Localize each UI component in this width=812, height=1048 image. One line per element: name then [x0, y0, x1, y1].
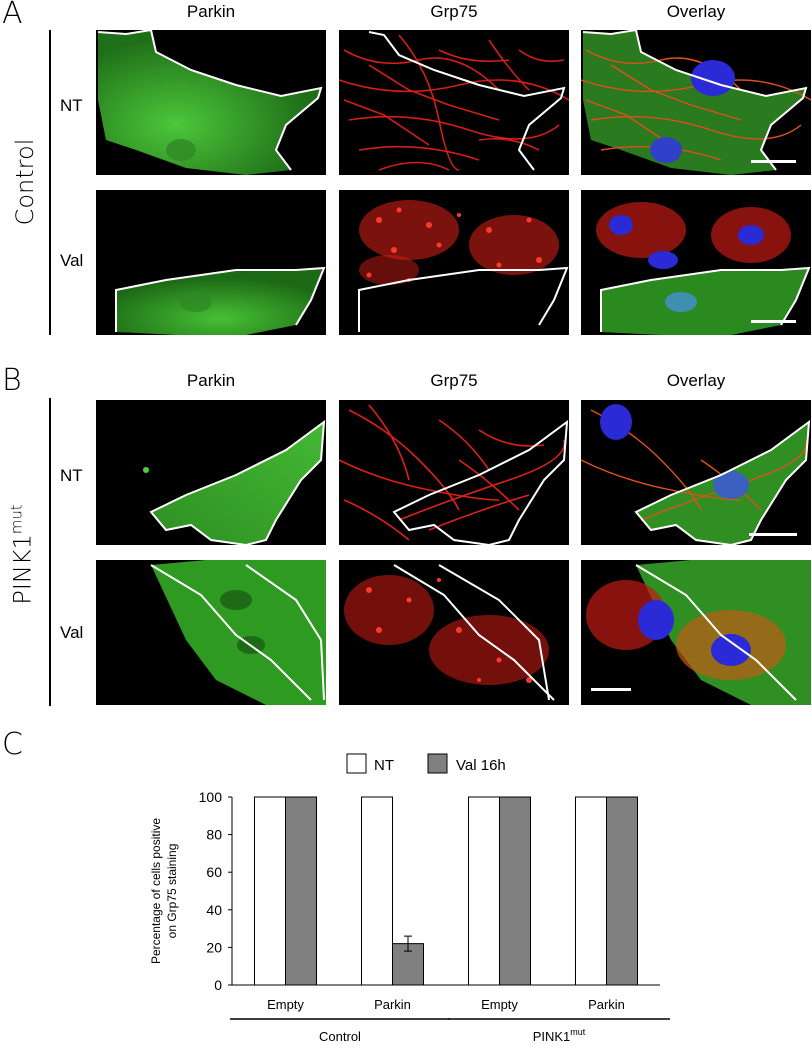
bar-nt-1	[361, 796, 393, 986]
image-a-nt-parkin	[96, 30, 326, 175]
image-b-val-parkin	[96, 560, 326, 705]
col-header-overlay-a: Overlay	[666, 2, 726, 21]
col-header-grp75-b: Grp75	[430, 371, 478, 390]
col-header-grp75-a: Grp75	[430, 2, 478, 21]
panel-b-group-label: PINK1mut	[8, 495, 37, 615]
legend-swatch-val	[427, 753, 448, 774]
group-label-text-0: Control	[319, 1029, 361, 1043]
row-label-nt-b: NT	[60, 466, 83, 485]
image-a-val-grp75	[339, 190, 569, 335]
bar-val-0	[285, 796, 317, 986]
bar-nt-0	[254, 796, 286, 986]
x-tick-label-2: Empty	[481, 997, 518, 1012]
image-a-val-parkin	[96, 190, 326, 335]
image-b-nt-overlay	[581, 400, 811, 545]
y-tick-label: 20	[206, 939, 222, 955]
panel-a-group-label: Control	[11, 138, 39, 226]
x-tick-label-0: Empty	[267, 997, 304, 1012]
y-tick-label: 80	[206, 827, 222, 843]
panel-b-group-name: PINK1	[8, 534, 37, 605]
y-tick-label: 60	[206, 864, 222, 880]
y-tick-label: 0	[214, 977, 222, 993]
y-tick-label: 100	[199, 789, 223, 805]
row-label-nt-a: NT	[60, 96, 83, 115]
bar-chart: 0 20 40 60 80 100 Percentage of cells positive…	[140, 745, 810, 1044]
x-tick-label-3: Parkin	[588, 997, 625, 1012]
panel-b-group-line	[49, 398, 51, 706]
row-label-val-a: Val	[60, 251, 84, 270]
row-label-val-b: Val	[60, 623, 84, 642]
col-header-overlay-b: Overlay	[666, 371, 726, 390]
panel-a-letter: A	[2, 0, 23, 31]
y-axis-label-line2: on Grp75 staining	[165, 844, 179, 939]
bar-chart-svg: 0 20 40 60 80 100 Percentage of cells positive…	[149, 753, 670, 1044]
group-label-1: PINK1mut	[533, 1027, 586, 1043]
image-b-nt-parkin	[96, 400, 326, 545]
bar-val-3	[606, 796, 638, 986]
panel-b-group-sup: mut	[7, 504, 26, 535]
col-header-parkin-b: Parkin	[186, 371, 236, 390]
image-a-val-overlay	[581, 190, 811, 335]
panel-b-letter: B	[2, 363, 22, 398]
legend-label-val: Val 16h	[456, 757, 506, 774]
group-label-text-1: PINK1	[533, 1029, 571, 1043]
y-tick-label: 40	[206, 902, 222, 918]
image-b-val-overlay	[581, 560, 811, 705]
image-a-nt-overlay	[581, 30, 811, 175]
image-b-nt-grp75	[339, 400, 569, 545]
legend-swatch-nt	[346, 753, 367, 774]
y-axis-label-line1: Percentage of cells positive	[149, 818, 163, 964]
group-label-0: Control	[319, 1029, 361, 1043]
panel-a-group-line	[49, 30, 51, 335]
group-label-sup-1: mut	[570, 1027, 586, 1037]
bar-nt-3	[575, 796, 607, 986]
bar-val-2	[499, 796, 531, 986]
legend-label-nt: NT	[374, 757, 394, 774]
bar-nt-2	[468, 796, 500, 986]
panel-c-letter: C	[2, 727, 23, 762]
col-header-parkin-a: Parkin	[186, 2, 236, 21]
image-a-nt-grp75	[339, 30, 569, 175]
image-b-val-grp75	[339, 560, 569, 705]
x-tick-label-1: Parkin	[374, 997, 411, 1012]
